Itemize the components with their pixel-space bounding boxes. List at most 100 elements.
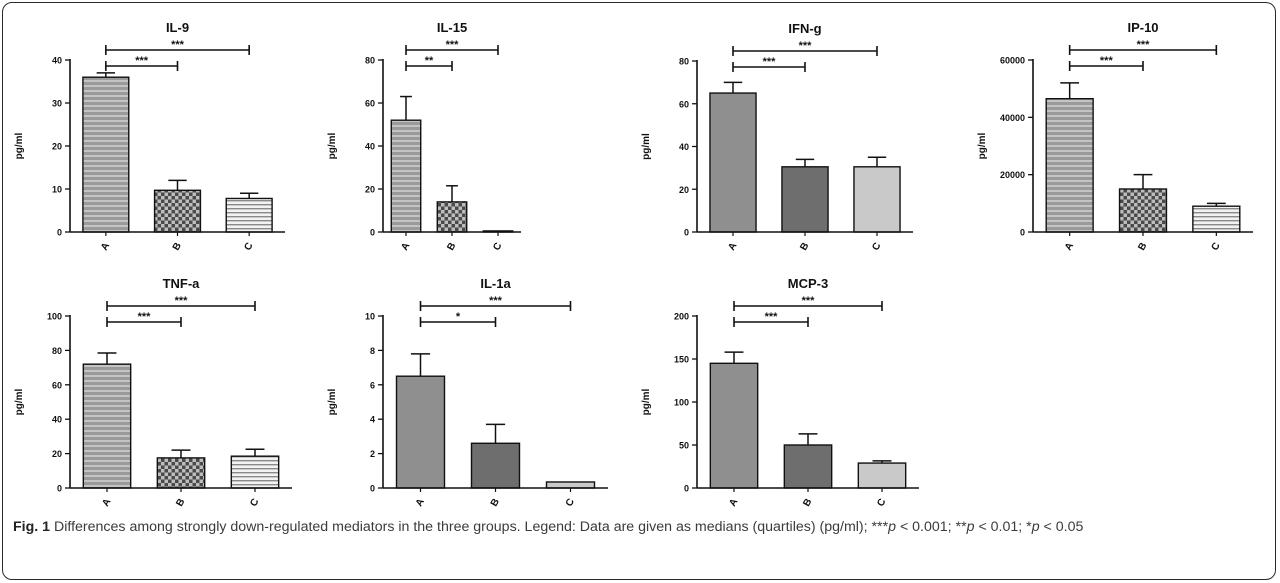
bar-a xyxy=(82,363,132,489)
caption-text-part1: Differences among strongly down-regulate… xyxy=(50,519,889,535)
x-tick-label: A xyxy=(727,497,740,509)
chart-mcp-3: MCP-3 pg/ml 0 50 100 150 200 A B C *** *** xyxy=(641,276,919,509)
caption-label: Fig. 1 xyxy=(13,519,51,535)
caption-text-part4: < 0.05 xyxy=(1039,519,1084,535)
x-tick-label: B xyxy=(1136,241,1149,253)
bar-c xyxy=(225,197,273,233)
significance-label: *** xyxy=(802,295,816,307)
y-tick-label: 80 xyxy=(52,346,62,356)
y-tick-label: 0 xyxy=(1020,228,1025,238)
significance-label: *** xyxy=(489,295,503,307)
y-tick-label: 0 xyxy=(370,484,375,494)
x-tick-label: B xyxy=(801,497,814,509)
x-tick-label: A xyxy=(1063,241,1076,253)
chart-title: MCP-3 xyxy=(788,276,828,291)
bar-b xyxy=(470,442,521,489)
y-tick-label: 40 xyxy=(52,415,62,425)
y-tick-label: 200 xyxy=(674,312,689,322)
x-tick-label: C xyxy=(491,241,504,253)
y-tick-label: 40 xyxy=(679,142,689,152)
x-tick-label: C xyxy=(875,497,888,509)
y-tick-label: 60000 xyxy=(1000,56,1025,66)
y-tick-label: 10 xyxy=(365,312,375,322)
chart-title: TNF-a xyxy=(163,276,201,291)
bar-b xyxy=(156,457,206,489)
significance-label: * xyxy=(456,311,461,323)
significance-label: *** xyxy=(765,311,779,323)
x-tick-label: C xyxy=(870,241,883,253)
y-tick-label: 80 xyxy=(365,56,375,66)
y-tick-label: 60 xyxy=(365,99,375,109)
bar-a xyxy=(709,362,759,489)
bar-c xyxy=(857,462,907,489)
y-tick-label: 100 xyxy=(47,312,62,322)
significance-label: *** xyxy=(446,39,460,51)
bar-c xyxy=(545,481,596,489)
significance-label: *** xyxy=(1100,55,1114,67)
y-axis-label: pg/ml xyxy=(14,132,25,159)
y-tick-label: 150 xyxy=(674,355,689,365)
y-tick-label: 50 xyxy=(679,441,689,451)
y-tick-label: 60 xyxy=(679,99,689,109)
bar-b xyxy=(436,201,468,233)
figure-caption: Fig. 1 Differences among strongly down-r… xyxy=(13,517,1263,537)
x-tick-label: C xyxy=(1210,241,1223,253)
chart-tnf-a: TNF-a pg/ml 0 20 40 60 80 100 A B C *** *** xyxy=(14,276,292,509)
y-tick-label: 40 xyxy=(52,56,62,66)
chart-ip-10: IP-10 pg/ml 0 20000 40000 60000 A B C *** *** xyxy=(977,20,1253,253)
significance-label: *** xyxy=(763,56,777,68)
x-tick-label: B xyxy=(445,241,458,253)
y-axis-label: pg/ml xyxy=(14,388,25,415)
y-tick-label: 10 xyxy=(52,185,62,195)
caption-text-part2: < 0.001; ** xyxy=(896,519,967,535)
significance-label: *** xyxy=(171,39,185,51)
y-tick-label: 6 xyxy=(370,380,375,390)
y-tick-label: 20 xyxy=(52,142,62,152)
y-tick-label: 60 xyxy=(52,380,62,390)
chart-ifn-g: IFN-g pg/ml 0 20 40 60 80 A B C *** *** xyxy=(641,21,913,253)
significance-label: *** xyxy=(175,295,189,307)
y-tick-label: 20 xyxy=(52,449,62,459)
y-tick-label: 30 xyxy=(52,99,62,109)
y-tick-label: 40000 xyxy=(1000,113,1025,123)
bar-b xyxy=(153,189,202,233)
bar-b xyxy=(781,166,829,233)
significance-label: *** xyxy=(135,55,149,67)
y-axis-label: pg/ml xyxy=(641,388,652,415)
significance-label: *** xyxy=(799,40,813,52)
chart-title: IL-9 xyxy=(166,20,189,35)
x-tick-label: A xyxy=(99,241,112,253)
chart-il-9: IL-9 pg/ml 0 10 20 30 40 A B C *** *** xyxy=(14,20,285,253)
x-tick-label: B xyxy=(798,241,811,253)
bar-a xyxy=(709,92,757,233)
y-axis-label: pg/ml xyxy=(327,388,338,415)
bar-a xyxy=(1045,97,1094,233)
bar-c xyxy=(853,166,901,233)
y-tick-label: 0 xyxy=(684,484,689,494)
caption-p-symbol-2: p xyxy=(966,519,975,535)
y-tick-label: 40 xyxy=(365,142,375,152)
y-tick-label: 100 xyxy=(674,398,689,408)
bar-a xyxy=(82,76,130,233)
bar-c xyxy=(230,455,280,489)
x-tick-label: B xyxy=(489,497,502,509)
y-tick-label: 0 xyxy=(57,484,62,494)
y-tick-label: 20 xyxy=(679,185,689,195)
y-tick-label: 0 xyxy=(57,228,62,238)
bar-a xyxy=(395,375,446,489)
chart-title: IL-15 xyxy=(437,20,467,35)
caption-p-symbol-1: p xyxy=(888,519,896,535)
y-tick-label: 20000 xyxy=(1000,170,1025,180)
significance-label: *** xyxy=(138,311,152,323)
chart-title: IL-1a xyxy=(480,276,511,291)
bar-b xyxy=(1118,188,1168,233)
y-tick-label: 80 xyxy=(679,57,689,67)
y-tick-label: 8 xyxy=(370,346,375,356)
x-tick-label: B xyxy=(171,241,184,253)
significance-label: ** xyxy=(425,55,434,67)
x-tick-label: A xyxy=(399,241,412,253)
chart-title: IP-10 xyxy=(1127,20,1158,35)
